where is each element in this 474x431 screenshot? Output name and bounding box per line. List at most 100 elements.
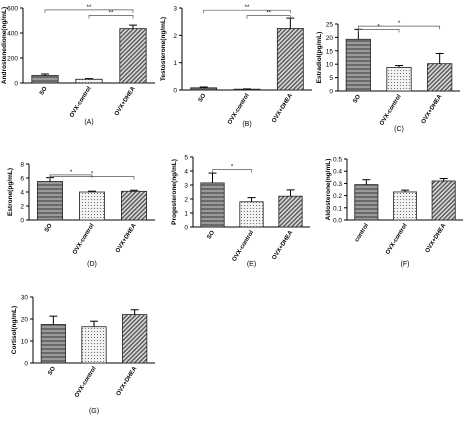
y-axis-title: Estradiol(pg/mL) <box>316 32 323 84</box>
x-category-label: OVX+DHEA <box>272 229 295 261</box>
panel-caption: (D) <box>87 261 97 268</box>
significance-label: ** <box>266 11 271 17</box>
bar-3 <box>122 314 148 364</box>
bar-3 <box>278 195 303 228</box>
x-category-label: OVX+DHEA <box>271 92 294 124</box>
bar-1 <box>31 75 59 84</box>
y-tick-label: 5 <box>184 155 188 162</box>
x-category-label: OVX-control <box>232 230 256 263</box>
significance-bracket <box>357 25 441 30</box>
y-tick-label: 4 <box>184 169 188 176</box>
y-tick-label: 0.3 <box>333 181 342 188</box>
bar-1 <box>200 182 225 228</box>
y-tick-label: 10 <box>21 339 29 346</box>
panel-caption: (A) <box>84 119 93 126</box>
y-tick-label: 15 <box>326 48 334 55</box>
bar-3 <box>121 190 148 221</box>
y-tick-label: 4 <box>20 190 24 197</box>
y-tick-label: 3 <box>173 6 177 13</box>
y-tick-label: 0.4 <box>333 169 342 176</box>
bar-1 <box>37 181 64 221</box>
significance-label: ** <box>87 5 92 11</box>
y-axis-title: Testosterone(ng/mL) <box>160 17 167 81</box>
panel-caption: (B) <box>242 121 251 128</box>
x-category-label: OVX+DHEA <box>421 93 444 125</box>
y-axis-title: Androstenedione(ng/mL) <box>1 7 8 84</box>
y-tick-label: 3 <box>184 183 188 190</box>
significance-bracket <box>357 29 400 33</box>
bar-2 <box>386 67 412 92</box>
y-tick-label: 0 <box>173 88 177 95</box>
panel-caption: (F) <box>401 261 410 268</box>
y-tick-label: 5 <box>329 75 333 82</box>
y-tick-label: 0 <box>14 81 18 88</box>
bar-3 <box>427 63 453 92</box>
bar-1 <box>40 324 66 364</box>
significance-label: * <box>398 21 401 27</box>
y-tick-label: 0.5 <box>333 157 342 164</box>
y-tick-label: 200 <box>7 56 18 63</box>
y-axis-title: Estrone(pg/mL) <box>7 168 14 216</box>
y-axis-title: Aldosterone(ng/mL) <box>325 159 332 221</box>
y-tick-label: 0 <box>20 218 24 225</box>
bar-2 <box>239 201 264 228</box>
x-category-label: OVX-control <box>385 223 409 256</box>
y-tick-label: 10 <box>326 62 334 69</box>
y-tick-label: 0.1 <box>333 205 342 212</box>
y-tick-label: 400 <box>7 31 18 38</box>
x-category-label: OVX-control <box>379 94 403 127</box>
x-category-label: OVX+DHEA <box>115 222 138 254</box>
x-category-label: OVX-control <box>74 366 98 399</box>
y-tick-label: 25 <box>326 22 334 29</box>
bar-1 <box>354 184 379 221</box>
y-tick-label: 1 <box>173 60 177 67</box>
y-tick-label: 2 <box>173 33 177 40</box>
y-tick-label: 0 <box>329 89 333 96</box>
bar-3 <box>276 28 304 91</box>
y-tick-label: 2 <box>184 197 188 204</box>
significance-label: * <box>231 165 234 171</box>
significance-label: * <box>377 24 380 30</box>
bar-2 <box>75 78 103 84</box>
significance-bracket <box>203 9 291 14</box>
significance-label: * <box>70 170 73 176</box>
significance-label: * <box>91 172 94 178</box>
x-category-label: SO <box>44 223 54 234</box>
y-tick-label: 6 <box>20 176 24 183</box>
y-tick-label: 20 <box>21 317 29 324</box>
significance-bracket <box>88 15 134 19</box>
bar-2 <box>392 191 417 221</box>
x-category-label: OVX+DHEA <box>425 222 448 254</box>
significance-bracket <box>212 169 252 173</box>
panel-caption: (C) <box>394 126 404 133</box>
bar-3 <box>119 28 147 84</box>
chart-panel-5: 0 1 2 3 4 5 Progesterone(ng/mL) SO OVX-control OV… <box>171 155 310 268</box>
panel-caption: (E) <box>247 261 256 268</box>
y-tick-label: 0 <box>24 361 28 368</box>
chart-panel-4: 0 2 4 6 8 Estrone(pg/mL) SO OVX-control OVX+DHEA… <box>7 162 155 268</box>
bar-1 <box>345 38 371 92</box>
significance-label: ** <box>245 5 250 11</box>
y-axis-title: Cortisol(ng/mL) <box>11 306 18 354</box>
bar-3 <box>431 180 456 221</box>
x-category-label: control <box>354 223 370 244</box>
x-category-label: OVX-control <box>69 86 93 119</box>
y-tick-label: 0.2 <box>333 193 342 200</box>
y-tick-label: 8 <box>20 162 24 169</box>
y-axis-title: Progesterone(ng/mL) <box>171 159 178 225</box>
significance-bracket <box>246 15 291 19</box>
x-category-label: SO <box>47 366 57 377</box>
significance-bracket <box>49 176 135 180</box>
y-tick-label: 30 <box>21 295 29 302</box>
bar-2 <box>79 191 106 221</box>
significance-label: ** <box>109 11 114 17</box>
y-tick-label: 600 <box>7 6 18 13</box>
bar-2 <box>81 326 107 364</box>
y-tick-label: 0 <box>184 225 188 232</box>
bar-1 <box>190 87 218 91</box>
